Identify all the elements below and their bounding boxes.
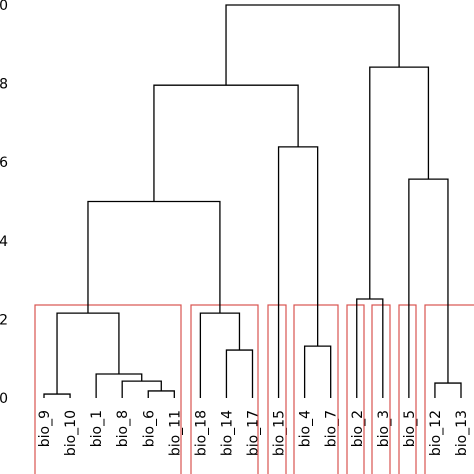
leaf-label: bio_13	[454, 410, 470, 456]
merge-link	[43, 393, 71, 398]
cluster-box	[424, 304, 474, 474]
leaf-label: bio_10	[63, 410, 79, 456]
leaf-label: bio_7	[324, 410, 340, 447]
leaf-label: bio_5	[402, 410, 418, 447]
y-tick-label: 6	[0, 155, 8, 171]
leaf-label: bio_14	[219, 410, 235, 456]
cluster-box	[398, 304, 417, 474]
merge-link	[147, 390, 175, 398]
merge-link	[95, 373, 143, 398]
cluster-box	[293, 304, 339, 474]
leaf-label: bio_3	[376, 410, 392, 447]
merge-link	[225, 349, 254, 398]
merge-link	[303, 345, 332, 398]
leaf-label: bio_2	[350, 410, 366, 447]
y-tick-label: 0	[0, 0, 8, 14]
leaf-label: bio_17	[246, 410, 262, 456]
merge-link	[434, 382, 462, 398]
cluster-box	[34, 304, 182, 474]
merge-link	[199, 312, 241, 398]
merge-link	[356, 298, 384, 398]
merge-link	[369, 66, 430, 299]
y-tick-label: 0	[0, 391, 8, 407]
leaf-label: bio_1	[89, 410, 105, 447]
cluster-box	[371, 304, 391, 474]
leaf-label: bio_11	[167, 410, 183, 456]
merge-link	[408, 178, 449, 398]
merge-link	[56, 312, 120, 395]
y-tick-label: 4	[0, 234, 8, 250]
merge-link	[153, 84, 299, 202]
merge-link	[277, 146, 319, 398]
leaf-label: bio_4	[298, 410, 314, 447]
y-tick-label: 2	[0, 312, 8, 328]
y-tick-label: 8	[0, 77, 8, 93]
cluster-box	[346, 304, 365, 474]
leaf-label: bio_8	[115, 410, 131, 447]
merge-link	[87, 200, 221, 314]
leaf-label: bio_15	[272, 410, 288, 456]
cluster-box	[267, 304, 287, 474]
cluster-box	[190, 304, 259, 474]
leaf-label: bio_12	[428, 410, 444, 456]
merge-link	[121, 380, 162, 398]
merge-link	[225, 4, 400, 86]
leaf-label: bio_6	[141, 410, 157, 447]
leaf-label: bio_9	[37, 410, 53, 447]
leaf-label: bio_18	[193, 410, 209, 456]
